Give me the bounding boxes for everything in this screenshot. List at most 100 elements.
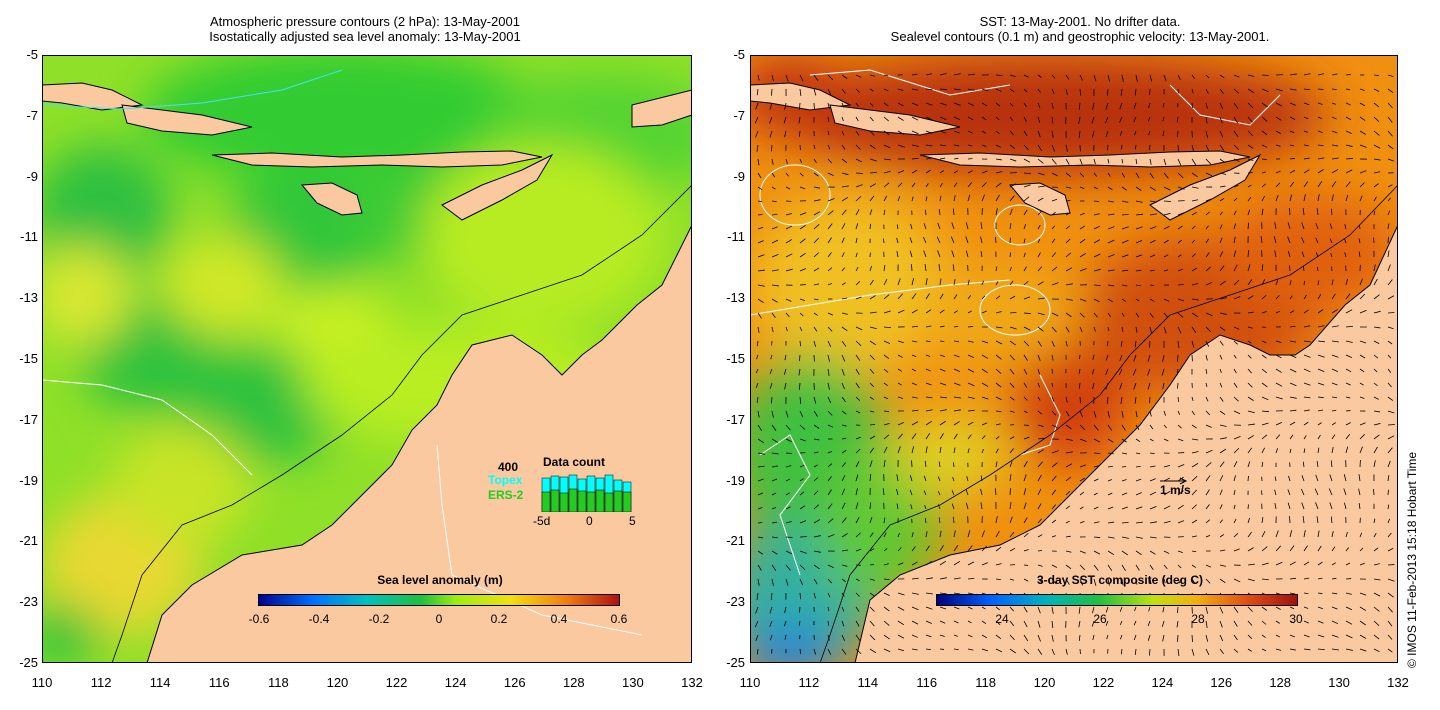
velocity-vector xyxy=(937,504,941,510)
velocity-vector xyxy=(1205,519,1211,524)
velocity-vector xyxy=(1023,280,1029,286)
velocity-vector xyxy=(1275,606,1281,610)
velocity-vector xyxy=(1051,88,1055,94)
velocity-vector xyxy=(981,130,986,134)
velocity-vector xyxy=(1107,521,1115,524)
velocity-vector xyxy=(925,88,933,91)
velocity-vector xyxy=(1162,606,1165,613)
velocity-vector xyxy=(1149,239,1156,244)
velocity-vector xyxy=(755,368,759,374)
sla-tick-label: -0.6 xyxy=(248,612,270,626)
velocity-vector xyxy=(855,266,859,272)
velocity-vector xyxy=(1023,410,1028,414)
velocity-vector xyxy=(1163,254,1169,258)
velocity-vector xyxy=(1078,102,1081,110)
velocity-vector xyxy=(1037,620,1041,628)
velocity-vector xyxy=(1205,424,1212,428)
velocity-vector xyxy=(1345,340,1353,343)
velocity-vector xyxy=(799,396,802,405)
velocity-vector xyxy=(1009,634,1015,641)
velocity-vector xyxy=(1219,265,1225,272)
velocity-vector xyxy=(1345,309,1353,314)
velocity-vector xyxy=(799,130,801,137)
velocity-vector xyxy=(841,410,847,415)
velocity-vector xyxy=(1065,535,1071,538)
data-count-histogram xyxy=(541,474,632,512)
velocity-vector xyxy=(981,170,988,174)
velocity-vector xyxy=(1261,606,1268,611)
velocity-vector xyxy=(1106,396,1109,404)
velocity-vector xyxy=(1329,223,1333,230)
velocity-vector xyxy=(827,634,830,641)
velocity-vector xyxy=(1093,410,1097,418)
velocity-vector xyxy=(1275,634,1281,638)
velocity-vector xyxy=(995,74,1003,77)
velocity-vector xyxy=(1247,116,1253,123)
velocity-vector xyxy=(1093,213,1100,216)
velocity-vector xyxy=(1359,434,1365,440)
velocity-vector xyxy=(1359,340,1367,344)
velocity-vector xyxy=(1303,592,1309,595)
velocity-vector xyxy=(911,157,919,160)
velocity-vector xyxy=(1121,466,1127,468)
velocity-vector xyxy=(1205,158,1212,165)
velocity-vector xyxy=(1301,222,1305,230)
velocity-vector xyxy=(1247,368,1252,374)
velocity-vector xyxy=(827,489,832,496)
velocity-vector xyxy=(1119,606,1123,612)
velocity-vector xyxy=(1177,158,1182,166)
velocity-vector xyxy=(1135,410,1138,418)
velocity-vector xyxy=(1093,268,1101,272)
velocity-vector xyxy=(883,209,886,216)
velocity-vector xyxy=(841,648,847,655)
velocity-vector xyxy=(911,264,913,272)
velocity-vector xyxy=(1274,222,1277,230)
velocity-vector xyxy=(911,606,919,611)
velocity-vector xyxy=(1247,531,1252,538)
velocity-vector xyxy=(1303,130,1308,133)
velocity-vector xyxy=(855,606,860,612)
velocity-vector xyxy=(841,144,846,150)
velocity-vector xyxy=(1387,312,1395,314)
velocity-vector xyxy=(1037,368,1041,375)
velocity-vector xyxy=(813,144,816,150)
velocity-vector xyxy=(757,536,764,539)
velocity-vector xyxy=(883,434,890,440)
velocity-vector xyxy=(827,518,834,524)
velocity-vector xyxy=(1009,410,1015,413)
velocity-vector xyxy=(1233,88,1240,94)
velocity-vector xyxy=(1247,209,1251,216)
velocity-vector xyxy=(995,620,1001,626)
velocity-vector xyxy=(869,116,874,122)
sst-tick-label: 24 xyxy=(995,612,1009,626)
velocity-vector xyxy=(1065,225,1071,230)
velocity-vector xyxy=(939,530,942,538)
velocity-vector xyxy=(841,282,846,286)
copyright-notice: © IMOS 11-Feb-2013 15:18 Hobart Time xyxy=(1405,451,1419,668)
velocity-vector xyxy=(1177,212,1184,216)
velocity-vector xyxy=(1133,116,1137,123)
velocity-vector xyxy=(1163,477,1171,482)
velocity-vector xyxy=(1147,382,1151,390)
velocity-vector xyxy=(770,592,773,600)
velocity-vector xyxy=(939,560,947,566)
velocity-vector xyxy=(827,382,830,390)
velocity-vector xyxy=(1149,200,1157,203)
velocity-vector xyxy=(757,578,760,586)
velocity-vector xyxy=(953,294,958,300)
velocity-vector xyxy=(939,634,945,637)
velocity-vector xyxy=(1275,545,1282,552)
velocity-vector xyxy=(980,488,983,496)
velocity-vector xyxy=(967,194,971,202)
shelf-contour xyxy=(111,184,692,663)
velocity-vector xyxy=(1315,237,1319,244)
velocity-vector xyxy=(967,279,970,286)
velocity-vector xyxy=(1121,172,1125,178)
velocity-vector xyxy=(1051,116,1054,124)
velocity-vector xyxy=(757,452,765,455)
velocity-vector xyxy=(1373,533,1377,538)
velocity-vector xyxy=(1065,424,1072,430)
velocity-vector xyxy=(1107,284,1115,287)
velocity-vector xyxy=(1317,325,1325,328)
velocity-vector xyxy=(1149,410,1152,417)
